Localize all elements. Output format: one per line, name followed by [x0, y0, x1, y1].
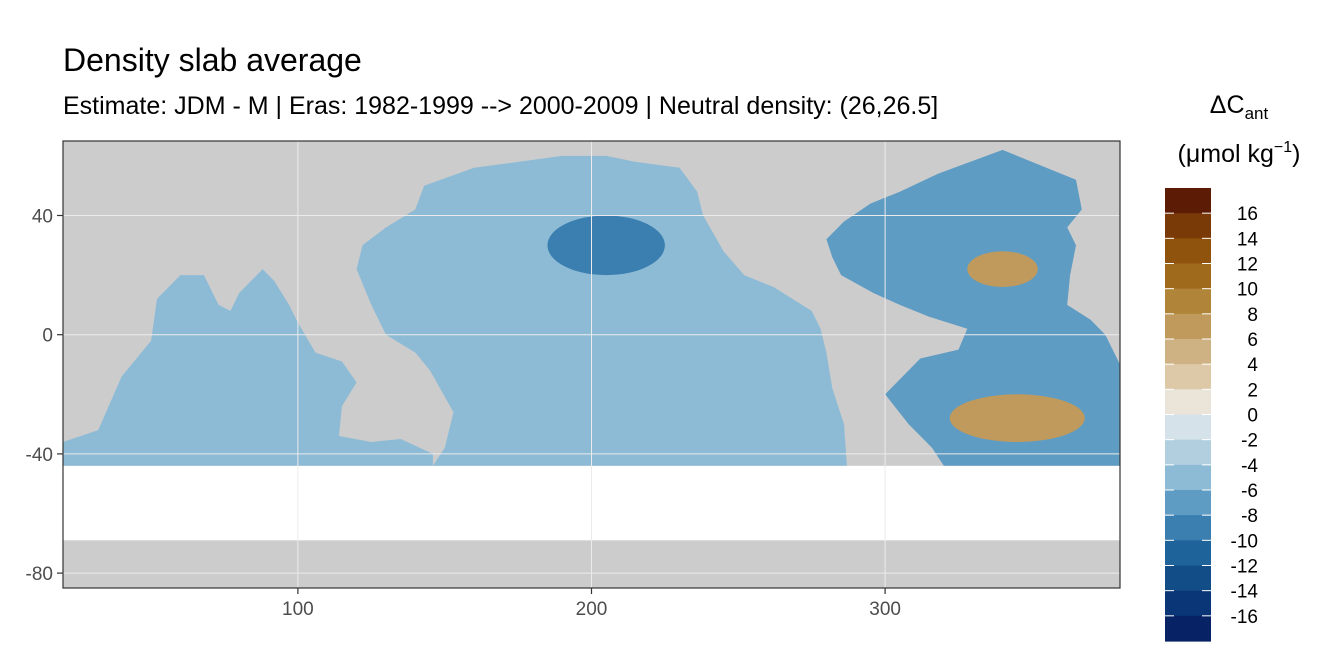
- y-tick-label: -80: [26, 564, 53, 585]
- legend-label: 0: [1247, 406, 1258, 427]
- legend-label: -16: [1231, 607, 1258, 628]
- legend-label: 8: [1247, 305, 1258, 326]
- x-tick-label: 200: [576, 599, 608, 620]
- legend-label: -14: [1231, 582, 1259, 603]
- x-axis: 100 200 300: [282, 588, 901, 620]
- region-indian-ocean: [63, 269, 433, 466]
- legend-swatch: [1165, 263, 1211, 290]
- legend-swatch: [1165, 288, 1211, 315]
- legend-swatch: [1165, 540, 1211, 567]
- legend-swatch: [1165, 414, 1211, 441]
- y-tick-label: -40: [26, 445, 53, 466]
- legend-units-close: ): [1292, 140, 1300, 168]
- legend-label: -8: [1241, 506, 1258, 527]
- x-tick-label: 300: [869, 599, 901, 620]
- y-axis: 40 0 -40 -80: [26, 207, 63, 585]
- legend-swatch: [1165, 565, 1211, 592]
- legend-swatch: [1165, 364, 1211, 390]
- region-pacific-ocean: [356, 155, 847, 466]
- legend-swatch: [1165, 490, 1211, 516]
- map-panel: [63, 141, 1120, 588]
- legend-units-superscript: −1: [1274, 139, 1292, 156]
- legend-swatch: [1165, 439, 1211, 466]
- y-tick-label: 0: [42, 326, 53, 347]
- legend-label: -10: [1231, 531, 1258, 552]
- legend-label: 12: [1237, 255, 1258, 276]
- legend-label: 6: [1247, 330, 1258, 351]
- legend-units: (μmol kg−1): [1178, 139, 1301, 168]
- legend-label: 10: [1237, 280, 1258, 301]
- gridlines: [63, 141, 1120, 588]
- legend-swatch: [1165, 313, 1211, 340]
- region-north-atlantic-positive: [967, 251, 1038, 288]
- region-south-atlantic-positive: [949, 394, 1085, 442]
- y-tick-label: 40: [32, 207, 53, 228]
- region-atlantic-ocean: [826, 149, 1120, 466]
- legend-label: 4: [1247, 355, 1258, 376]
- chart-subtitle: Estimate: JDM - M | Eras: 1982-1999 --> …: [63, 92, 939, 120]
- legend-label: -2: [1241, 431, 1258, 452]
- legend-label: -6: [1241, 481, 1258, 502]
- legend-swatch: [1165, 515, 1211, 541]
- legend-swatch: [1165, 389, 1211, 416]
- colorbar-legend: ΔCant (μmol kg−1) 16 14 12 10 8 6 4 2 0 -2 -4 -6 -8 -10…: [1165, 91, 1300, 642]
- legend-label: -12: [1231, 557, 1258, 578]
- legend-label: 14: [1237, 229, 1259, 250]
- legend-swatch: [1165, 188, 1211, 214]
- legend-label: 2: [1247, 380, 1258, 401]
- x-tick-label: 100: [282, 599, 314, 620]
- legend-swatch: [1165, 615, 1211, 642]
- legend-swatch: [1165, 590, 1211, 617]
- region-north-pacific-gyre: [547, 215, 665, 276]
- legend-swatch: [1165, 464, 1211, 491]
- legend-swatch: [1165, 238, 1211, 265]
- chart-title: Density slab average: [63, 42, 362, 78]
- legend-title-subscript: ant: [1245, 104, 1269, 123]
- legend-swatch: [1165, 213, 1211, 239]
- legend-swatch: [1165, 339, 1211, 365]
- legend-label: -4: [1241, 456, 1258, 477]
- legend-title: ΔCant: [1210, 91, 1269, 123]
- legend-label: 16: [1237, 204, 1258, 225]
